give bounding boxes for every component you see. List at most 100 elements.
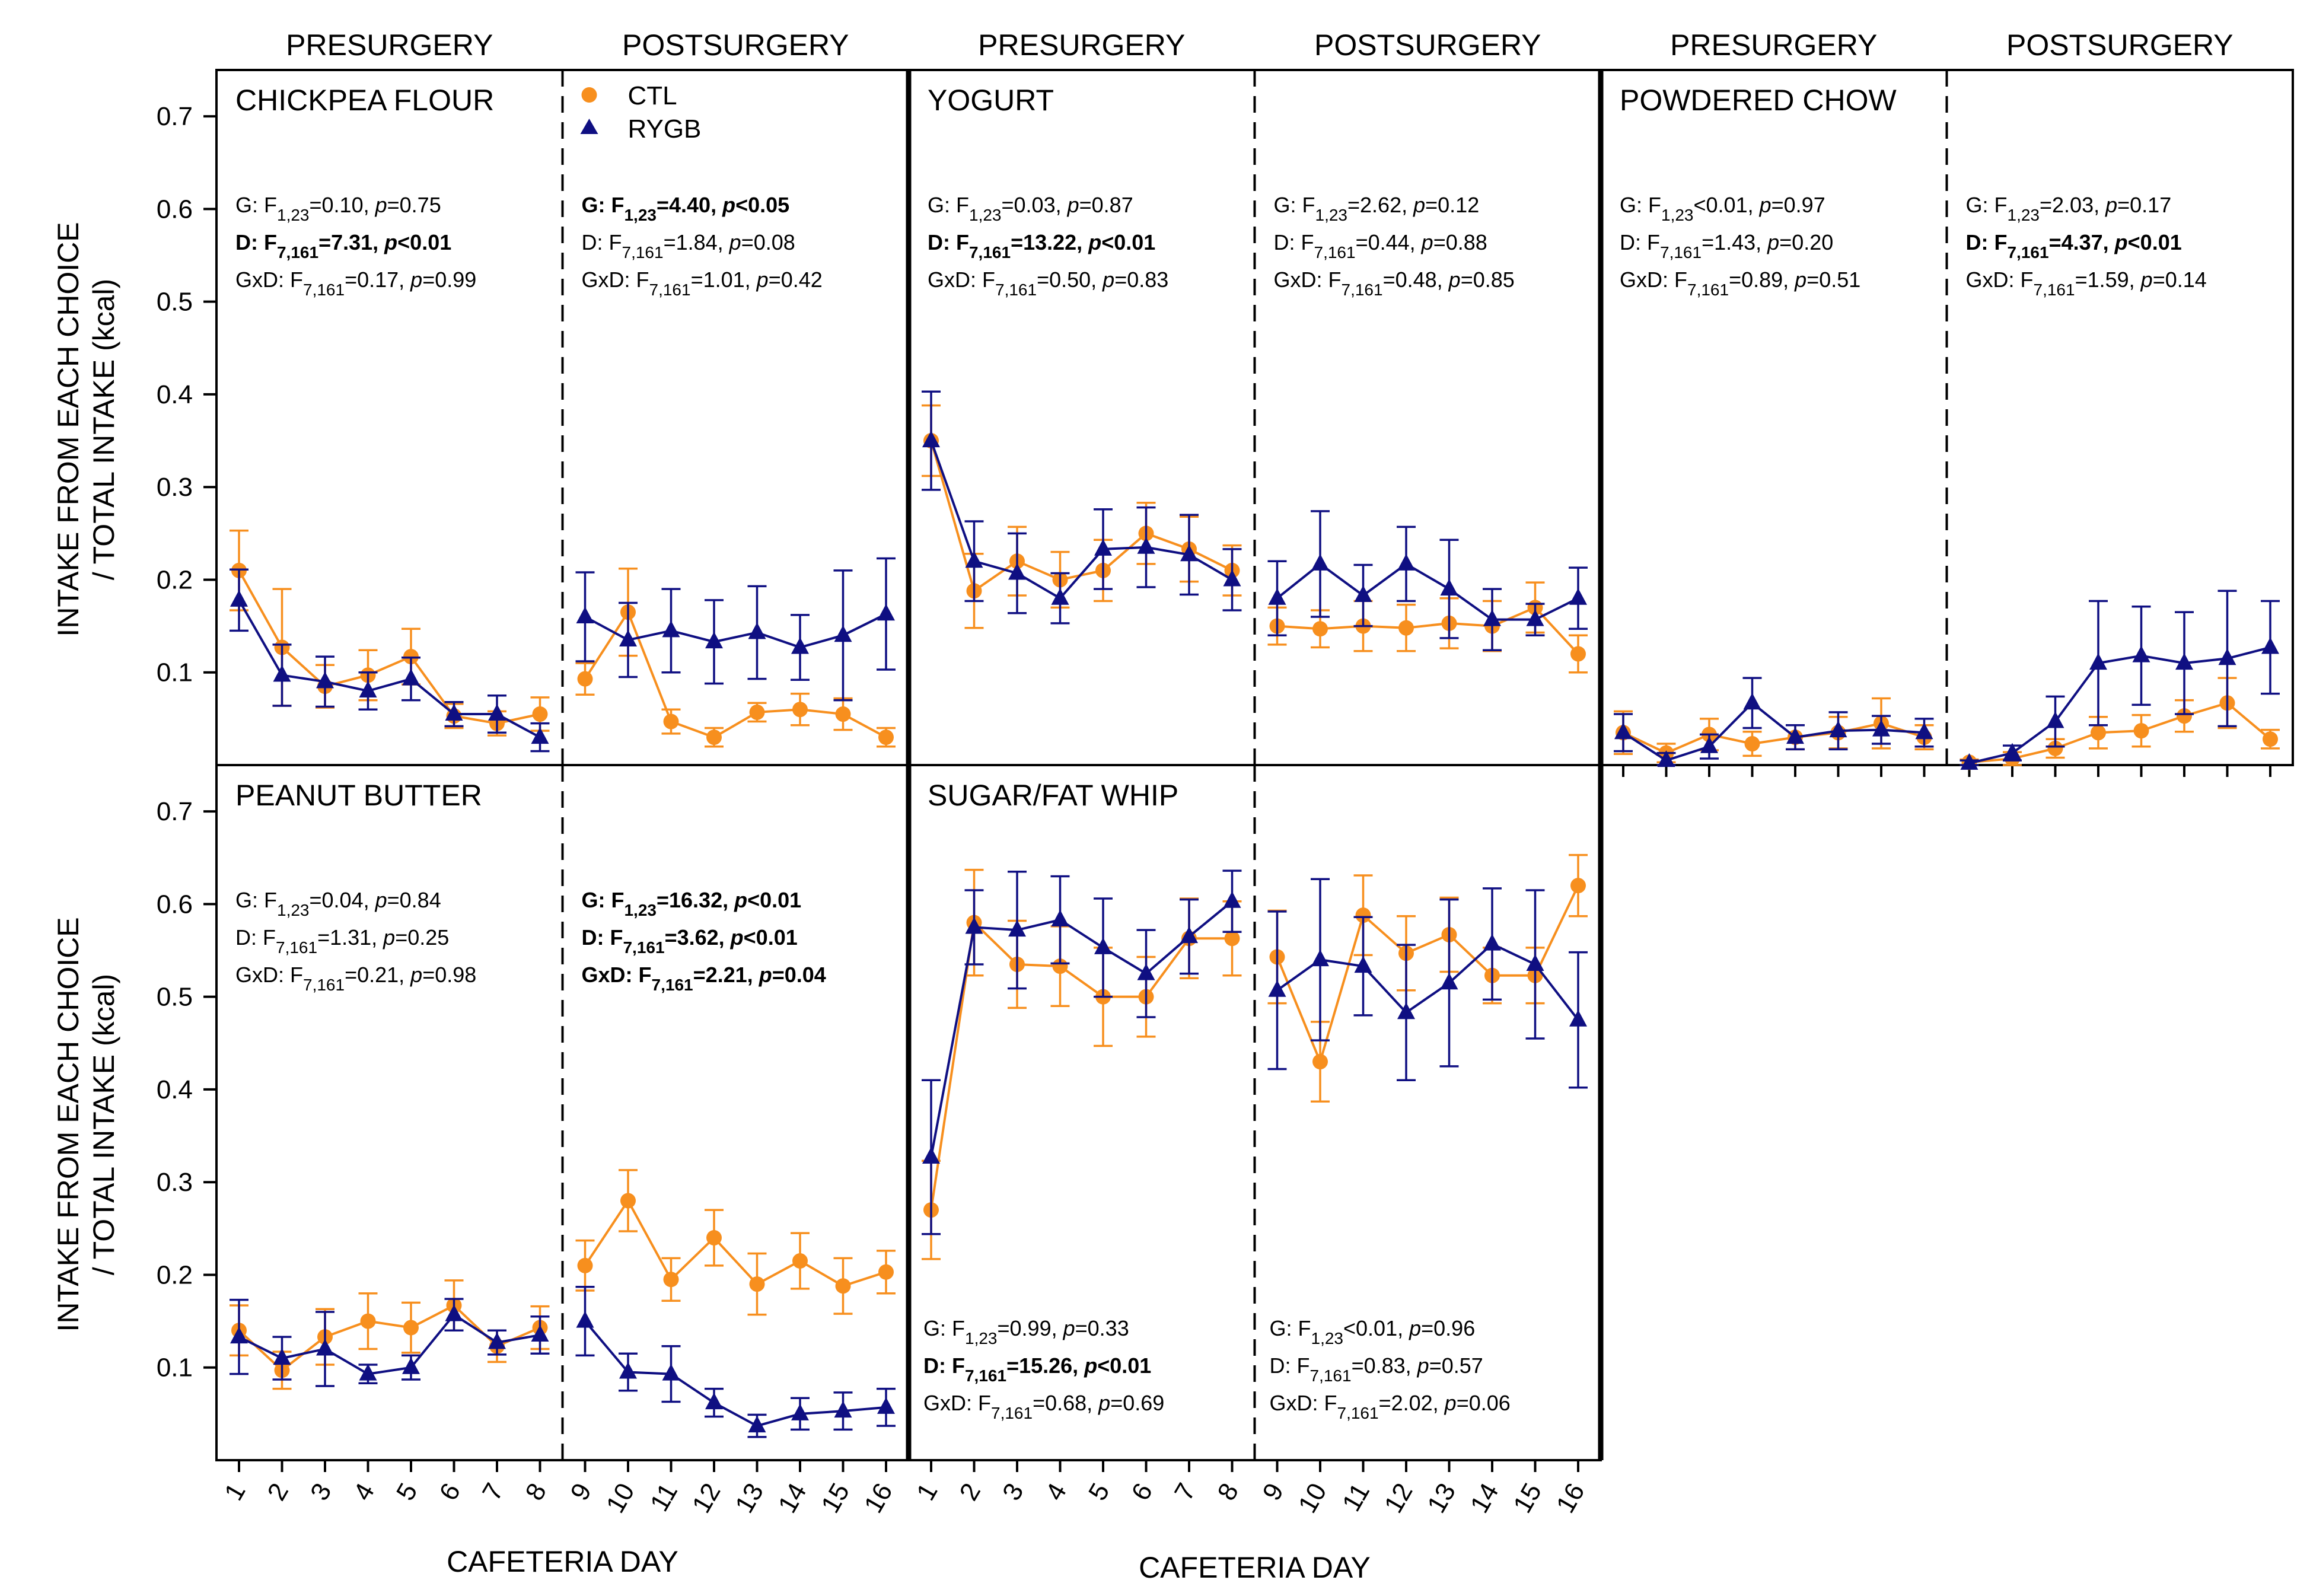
data-point-ctl: [1355, 907, 1371, 923]
stat-line: GxD: F7,161=0.21, p=0.98: [235, 963, 476, 994]
series-line: [584, 1320, 887, 1428]
data-point-rygb: [922, 1147, 940, 1164]
data-point-ctl: [878, 729, 894, 746]
data-point-ctl: [403, 1320, 419, 1336]
y-tick-label: 0.3: [157, 1168, 193, 1197]
data-point-ctl: [663, 1272, 679, 1288]
data-point-ctl: [2177, 708, 2192, 724]
stat-line: D: F7,161=15.26, p<0.01: [923, 1353, 1151, 1385]
legend-ctl-marker: [581, 87, 597, 103]
panel-title: PEANUT BUTTER: [235, 779, 482, 812]
data-point-ctl: [2263, 731, 2278, 747]
header-presurgery: PRESURGERY: [286, 28, 493, 62]
x-tick-label: 11: [1337, 1479, 1375, 1517]
data-point-rygb: [791, 1403, 809, 1420]
series-line: [584, 1198, 887, 1288]
stat-line: D: F7,161=1.43, p=0.20: [1620, 230, 1833, 262]
data-point-rygb: [1180, 544, 1198, 562]
y-tick-label: 0.2: [157, 565, 193, 594]
data-point-ctl: [1224, 931, 1240, 947]
y-tick-label: 0.6: [157, 890, 193, 919]
stat-line: G: F1,23=4.40, p<0.05: [582, 193, 790, 224]
data-point-ctl: [1744, 736, 1760, 752]
data-point-rygb: [2175, 653, 2193, 670]
data-point-rygb: [1397, 1002, 1415, 1020]
axes: 0.1 0.2 0.3 0.4 0.5 0.6 0.7 INTAKE FROM EACH CH…: [52, 102, 2271, 1584]
stat-line: GxD: F7,161=0.89, p=0.51: [1620, 267, 1860, 299]
stat-line: GxD: F7,161=2.02, p=0.06: [1270, 1391, 1511, 1422]
stat-line: D: F7,161=0.83, p=0.57: [1270, 1353, 1483, 1385]
data-point-rygb: [359, 1364, 377, 1381]
data-point-rygb: [2003, 743, 2021, 760]
data-point-rygb: [834, 1401, 852, 1418]
x-tick-label: 13: [1422, 1479, 1461, 1518]
data-point-rygb: [748, 1416, 766, 1433]
data-point-rygb: [1094, 539, 1112, 556]
x-tick-label: 9: [565, 1479, 597, 1506]
x-tick-label: 13: [729, 1479, 769, 1518]
data-point-rygb: [316, 671, 334, 689]
stat-line: G: F1,23=2.03, p=0.17: [1966, 193, 2172, 224]
data-point-rygb: [619, 1362, 637, 1379]
data-point-rygb: [316, 1339, 334, 1356]
series-line: [930, 440, 1233, 600]
data-point-ctl: [749, 1276, 765, 1292]
stat-line: GxD: F7,161=1.01, p=0.42: [582, 267, 823, 299]
data-point-rygb: [1829, 721, 1847, 738]
data-point-ctl: [532, 706, 548, 722]
x-tick-label: 14: [1465, 1479, 1505, 1518]
data-point-rygb: [2261, 637, 2279, 654]
y-tick-label: 0.4: [157, 1075, 193, 1104]
x-tick-label: 6: [1126, 1479, 1158, 1506]
data-point-rygb: [791, 637, 809, 654]
legend-ctl-label: CTL: [628, 81, 677, 110]
data-point-rygb: [1657, 750, 1675, 767]
stat-line: D: F7,161=1.84, p=0.08: [582, 230, 795, 262]
data-point-ctl: [663, 713, 679, 729]
x-tick-label: 2: [262, 1479, 294, 1506]
stat-line: G: F1,23<0.01, p=0.96: [1270, 1316, 1476, 1347]
x-tick-label: 2: [954, 1479, 986, 1506]
x-axis-label: CAFETERIA DAY: [1139, 1551, 1371, 1584]
data-point-ctl: [706, 729, 722, 746]
data-point-rygb: [1960, 753, 1978, 770]
stat-line: GxD: F7,161=0.17, p=0.99: [235, 267, 476, 299]
panel-title: YOGURT: [928, 84, 1054, 117]
stat-line: GxD: F7,161=2.21, p=0.04: [582, 963, 826, 994]
data-point-ctl: [360, 1313, 376, 1329]
data-point-rygb: [273, 1348, 291, 1365]
data-point-rygb: [1051, 909, 1069, 926]
data-point-rygb: [1094, 937, 1112, 954]
x-tick-label: 14: [773, 1479, 813, 1518]
series-rygb: [575, 1286, 896, 1438]
data-point-rygb: [1268, 980, 1286, 997]
data-point-rygb: [1526, 609, 1544, 626]
stat-line: GxD: F7,161=1.59, p=0.14: [1966, 267, 2207, 299]
x-tick-label: 8: [520, 1479, 552, 1506]
data-point-rygb: [1311, 950, 1329, 967]
series-ctl: [230, 529, 550, 737]
data-point-rygb: [488, 1332, 506, 1349]
x-tick-label: 10: [1293, 1479, 1333, 1518]
x-tick-label: 8: [1212, 1479, 1244, 1506]
data-point-rygb: [2089, 653, 2107, 670]
x-tick-label: 9: [1257, 1479, 1289, 1506]
series-ctl: [1267, 853, 1588, 1103]
data-point-rygb: [1223, 569, 1241, 587]
data-point-rygb: [1051, 588, 1069, 605]
x-tick-label: 3: [305, 1479, 337, 1506]
data-point-ctl: [1570, 646, 1586, 662]
data-point-rygb: [402, 1357, 420, 1374]
data-point-rygb: [1137, 537, 1155, 554]
y-tick-label: 0.5: [157, 983, 193, 1012]
stat-line: GxD: F7,161=0.50, p=0.83: [928, 267, 1168, 299]
x-tick-label: 3: [997, 1479, 1030, 1506]
data-point-rygb: [965, 551, 983, 568]
data-point-rygb: [965, 917, 983, 934]
y-axis-label: INTAKE FROM EACH CHOICE/ TOTAL INTAKE (k…: [52, 917, 120, 1331]
header-postsurgery: POSTSURGERY: [622, 28, 849, 62]
data-point-rygb: [1268, 588, 1286, 605]
data-point-rygb: [1397, 553, 1415, 571]
data-point-ctl: [706, 1229, 722, 1245]
